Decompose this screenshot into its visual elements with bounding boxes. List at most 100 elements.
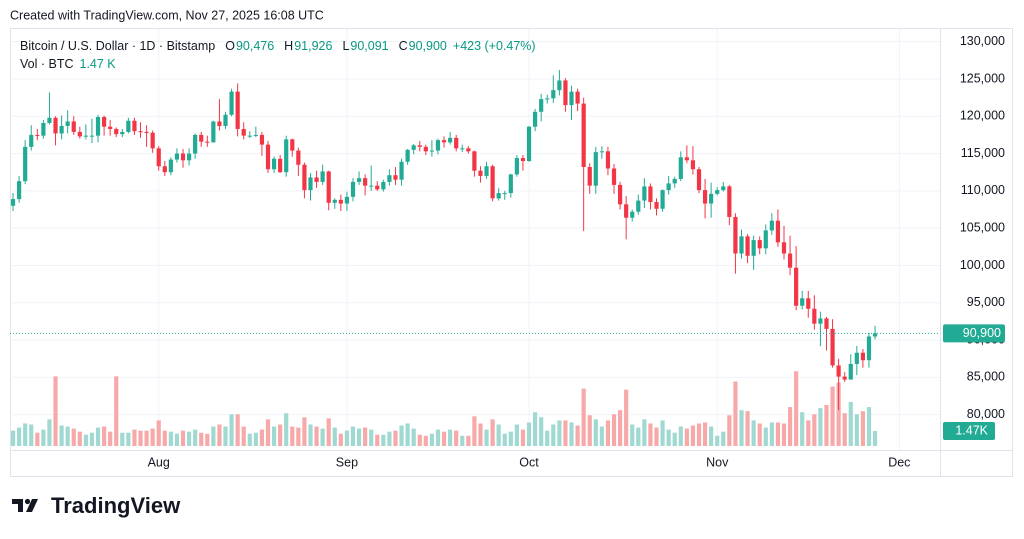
volume-bar bbox=[660, 420, 665, 446]
candle-body bbox=[41, 122, 46, 136]
volume-bar bbox=[217, 424, 222, 446]
candle-body bbox=[551, 90, 556, 99]
x-tick-label: Nov bbox=[706, 455, 729, 469]
volume-bar bbox=[624, 389, 629, 446]
candle-body bbox=[332, 199, 337, 203]
candle-body bbox=[502, 193, 507, 195]
volume-bar bbox=[369, 429, 374, 446]
candle-body bbox=[593, 152, 598, 186]
volume-bar bbox=[302, 417, 307, 446]
volume-bar bbox=[545, 430, 550, 446]
volume-bar bbox=[314, 426, 319, 446]
ohlc-item: H 91,926 bbox=[280, 37, 332, 55]
volume-bar bbox=[508, 431, 513, 446]
candle-body bbox=[781, 242, 787, 254]
candle-body bbox=[47, 117, 52, 123]
volume-bar bbox=[460, 435, 465, 446]
created-note: Created with TradingView.com, Nov 27, 20… bbox=[10, 8, 324, 22]
volume-bar bbox=[435, 429, 441, 446]
volume-bar bbox=[678, 426, 683, 446]
candle-body bbox=[454, 137, 459, 149]
candle-body bbox=[253, 134, 258, 136]
candle-body bbox=[363, 178, 368, 186]
candle-body bbox=[769, 220, 774, 231]
volume-bar bbox=[526, 422, 532, 446]
candle-body bbox=[435, 140, 441, 151]
candle-body bbox=[199, 134, 204, 142]
volume-bar bbox=[338, 433, 343, 446]
volume-bar bbox=[29, 424, 34, 446]
candle-body bbox=[775, 220, 781, 243]
volume-bar bbox=[854, 414, 859, 446]
x-tick-label: Dec bbox=[888, 455, 910, 469]
volume-bar bbox=[611, 414, 617, 446]
candle-body bbox=[569, 91, 574, 106]
volume-bar bbox=[502, 433, 507, 446]
volume-bar bbox=[211, 426, 216, 446]
candle-body bbox=[271, 158, 277, 170]
volume-bar bbox=[830, 386, 835, 446]
candle-body bbox=[800, 298, 805, 306]
volume-bar bbox=[363, 427, 368, 446]
candle-body bbox=[466, 148, 471, 152]
volume-bar bbox=[41, 429, 46, 446]
candle-body bbox=[721, 186, 726, 191]
volume-bar bbox=[259, 429, 265, 446]
volume-bar bbox=[47, 419, 52, 446]
ohlc-item: O 90,476 bbox=[221, 37, 274, 55]
volume-bar bbox=[77, 431, 82, 446]
candle-body bbox=[393, 175, 398, 180]
y-tick-label: 125,000 bbox=[960, 71, 1005, 85]
volume-bar bbox=[381, 434, 386, 446]
volume-bar bbox=[89, 432, 95, 446]
volume-bar bbox=[478, 423, 483, 446]
volume-bar bbox=[253, 432, 258, 446]
volume-bar bbox=[23, 423, 28, 446]
volume-bar bbox=[781, 423, 787, 446]
volume-bar bbox=[156, 420, 161, 446]
candle-body bbox=[763, 230, 768, 249]
volume-bar bbox=[836, 382, 841, 446]
last-volume-box bbox=[943, 421, 995, 440]
volume-bar bbox=[636, 427, 641, 446]
last-price-label: 90,900 bbox=[963, 326, 1001, 340]
candle-body bbox=[514, 158, 519, 175]
candle-body bbox=[17, 181, 22, 200]
candle-body bbox=[302, 164, 307, 191]
volume-bar bbox=[290, 426, 295, 446]
candle-body bbox=[180, 153, 186, 161]
volume-layer bbox=[10, 371, 878, 446]
volume-bar bbox=[532, 412, 538, 446]
volume-bar bbox=[672, 432, 677, 446]
candle-body bbox=[751, 240, 756, 256]
candle-body bbox=[278, 158, 283, 173]
volume-bar bbox=[472, 416, 477, 446]
candle-body bbox=[241, 128, 246, 136]
volume-bar bbox=[186, 431, 192, 446]
volume-bar bbox=[617, 410, 623, 446]
volume-bar bbox=[787, 407, 793, 446]
candle-body bbox=[727, 186, 732, 217]
volume-bar bbox=[824, 405, 829, 446]
candle-body bbox=[648, 186, 653, 203]
candle-body bbox=[320, 171, 325, 182]
ohlc-value: 90,476 bbox=[235, 39, 275, 53]
volume-bar bbox=[818, 408, 823, 446]
y-tick-label: 100,000 bbox=[960, 258, 1005, 272]
volume-bar bbox=[65, 426, 70, 446]
candle-body bbox=[605, 151, 611, 169]
candle-body bbox=[860, 352, 866, 361]
candle-body bbox=[114, 128, 119, 135]
volume-bar bbox=[417, 434, 422, 446]
volume-bar bbox=[751, 420, 756, 446]
volume-bar bbox=[278, 424, 283, 446]
volume-bar bbox=[132, 429, 137, 446]
candle-body bbox=[836, 365, 841, 377]
candle-body bbox=[350, 181, 356, 197]
volume-bar bbox=[557, 420, 562, 446]
volume-key: Vol · BTC bbox=[20, 57, 74, 71]
volume-bar bbox=[702, 422, 708, 446]
logo-dot bbox=[24, 498, 31, 505]
